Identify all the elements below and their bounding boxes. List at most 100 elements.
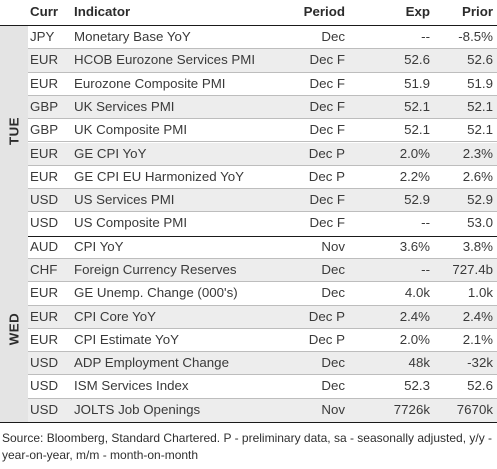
indicator-cell: Foreign Currency Reserves <box>74 261 237 277</box>
period-cell: Dec <box>321 355 345 371</box>
period-cell: Dec F <box>309 192 345 208</box>
indicator-cell: CPI YoY <box>74 238 124 254</box>
row-divider <box>28 257 497 259</box>
currency-cell: AUD <box>30 238 59 254</box>
table-row: EUR GE CPI YoY Dec P 2.0% 2.3% <box>28 142 497 166</box>
prior-cell: 52.1 <box>467 98 493 114</box>
currency-cell: EUR <box>30 168 59 184</box>
expected-cell: 52.3 <box>404 378 430 394</box>
expected-cell: 4.0k <box>404 285 430 301</box>
table-row: EUR GE Unemp. Change (000's) Dec 4.0k 1.0k <box>28 282 497 306</box>
expected-cell: 2.4% <box>399 308 430 324</box>
prior-cell: 3.8% <box>462 238 493 254</box>
table-row: USD US Composite PMI Dec F -- 53.0 <box>28 212 497 235</box>
table-row: EUR Eurozone Composite PMI Dec F 51.9 51.9 <box>28 73 497 96</box>
currency-cell: USD <box>30 378 59 394</box>
day-band: WED <box>0 235 28 423</box>
indicator-cell: GE CPI YoY <box>74 145 147 161</box>
period-cell: Dec P <box>308 145 345 161</box>
row-divider <box>28 164 497 166</box>
row-divider <box>28 304 497 306</box>
expected-cell: 3.6% <box>399 238 430 254</box>
currency-cell: USD <box>30 355 59 371</box>
period-cell: Dec <box>321 261 345 277</box>
row-divider <box>28 211 497 213</box>
period-cell: Dec P <box>308 308 345 324</box>
prior-cell: 2.6% <box>462 168 493 184</box>
header-period: Period <box>303 4 345 19</box>
header-indicator: Indicator <box>74 4 131 19</box>
currency-cell: GBP <box>30 122 59 138</box>
table-row: EUR HCOB Eurozone Services PMI Dec F 52.6 52… <box>28 49 497 73</box>
table-row: EUR CPI Estimate YoY Dec P 2.0% 2.1% <box>28 329 497 353</box>
group-divider <box>0 422 497 423</box>
prior-cell: 2.1% <box>462 331 493 347</box>
row-divider <box>28 141 497 143</box>
prior-cell: -8.5% <box>458 29 493 44</box>
period-cell: Dec <box>321 378 345 394</box>
row-divider <box>28 327 497 329</box>
row-divider <box>28 188 497 190</box>
prior-cell: 7670k <box>456 401 493 417</box>
period-cell: Nov <box>321 238 345 254</box>
expected-cell: 52.1 <box>404 98 430 114</box>
expected-cell: 52.6 <box>404 52 430 68</box>
period-cell: Dec <box>321 285 345 301</box>
currency-cell: EUR <box>30 145 59 161</box>
currency-cell: USD <box>30 192 59 208</box>
expected-cell: -- <box>421 29 430 44</box>
indicator-cell: US Composite PMI <box>74 215 188 231</box>
prior-cell: -32k <box>467 355 493 371</box>
indicator-cell: GE CPI EU Harmonized YoY <box>74 168 244 184</box>
table-row: CHF Foreign Currency Reserves Dec -- 727.4b <box>28 258 497 283</box>
header-exp: Exp <box>405 4 430 19</box>
source-note: Source: Bloomberg, Standard Chartered. P… <box>2 431 493 462</box>
expected-cell: -- <box>421 261 430 277</box>
prior-cell: 52.1 <box>467 122 493 138</box>
prior-cell: 52.6 <box>467 378 493 394</box>
period-cell: Dec F <box>309 122 345 138</box>
prior-cell: 2.3% <box>462 145 493 161</box>
row-divider <box>28 118 497 120</box>
prior-cell: 2.4% <box>462 308 493 324</box>
period-cell: Dec P <box>308 331 345 347</box>
table-row: USD US Services PMI Dec F 52.9 52.9 <box>28 189 497 213</box>
period-cell: Nov <box>321 401 345 417</box>
period-cell: Dec P <box>308 168 345 184</box>
currency-cell: EUR <box>30 331 59 347</box>
expected-cell: 48k <box>408 355 430 371</box>
table-row: JPY Monetary Base YoY Dec -- -8.5% <box>28 26 497 50</box>
expected-cell: 52.1 <box>404 122 430 138</box>
table-row: GBP UK Composite PMI Dec F 52.1 52.1 <box>28 119 497 143</box>
table-header: Curr Indicator Period Exp Prior <box>0 0 497 26</box>
table-row: AUD CPI YoY Nov 3.6% 3.8% <box>28 236 497 259</box>
prior-cell: 51.9 <box>467 75 493 91</box>
currency-cell: EUR <box>30 75 59 91</box>
prior-cell: 727.4b <box>452 261 493 277</box>
prior-cell: 53.0 <box>467 215 493 231</box>
day-label: TUE <box>6 116 22 145</box>
row-divider <box>28 71 497 73</box>
day-label: WED <box>6 312 22 346</box>
prior-cell: 1.0k <box>467 285 493 301</box>
expected-cell: 7726k <box>393 401 430 417</box>
indicator-cell: UK Services PMI <box>74 98 175 114</box>
prior-cell: 52.9 <box>467 192 493 208</box>
indicator-cell: HCOB Eurozone Services PMI <box>74 52 256 68</box>
indicator-cell: CPI Estimate YoY <box>74 331 179 347</box>
currency-cell: GBP <box>30 98 59 114</box>
row-divider <box>28 281 497 283</box>
table-row: EUR GE CPI EU Harmonized YoY Dec P 2.2% 2.6% <box>28 166 497 190</box>
indicator-cell: UK Composite PMI <box>74 122 188 138</box>
day-band: TUE <box>0 26 28 236</box>
day-group-wed: WED AUD CPI YoY Nov 3.6% 3.8% CHF Foreign Curre… <box>0 235 497 423</box>
table-row: USD JOLTS Job Openings Nov 7726k 7670k <box>28 398 497 423</box>
currency-cell: EUR <box>30 285 59 301</box>
day-group-tue: TUE JPY Monetary Base YoY Dec -- -8.5% EUR HCOB… <box>0 26 497 236</box>
currency-cell: CHF <box>30 261 58 277</box>
indicator-cell: CPI Core YoY <box>74 308 157 324</box>
table-row: USD ADP Employment Change Dec 48k -32k <box>28 352 497 376</box>
prior-cell: 52.6 <box>467 52 493 68</box>
indicator-cell: ADP Employment Change <box>74 355 229 371</box>
